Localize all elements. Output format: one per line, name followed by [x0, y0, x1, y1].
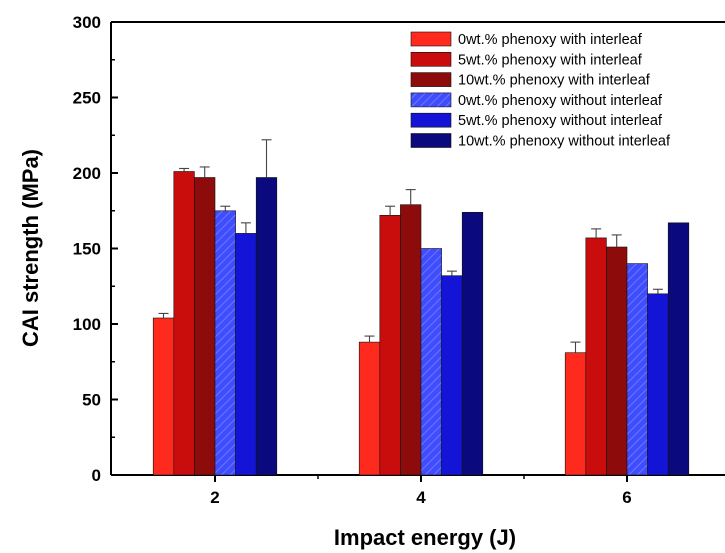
bar: [441, 275, 463, 476]
bar: [667, 222, 690, 476]
bar: [626, 263, 648, 476]
y-tick-label: 0: [92, 466, 101, 485]
bar: [585, 237, 607, 476]
y-tick-label: 150: [73, 240, 101, 259]
x-tick-label: 4: [416, 488, 426, 507]
legend-swatch: [410, 72, 452, 87]
y-tick-label: 300: [73, 13, 101, 32]
legend-label: 0wt.% phenoxy with interleaf: [458, 32, 643, 48]
bar: [358, 341, 381, 476]
bar: [235, 233, 257, 476]
y-tick-label: 100: [73, 315, 101, 334]
bar: [564, 352, 587, 476]
y-tick-label: 50: [82, 391, 101, 410]
x-tick-label: 2: [210, 488, 219, 507]
legend-swatch: [410, 51, 452, 67]
legend-label: 5wt.% phenoxy without interleaf: [458, 113, 663, 129]
bar: [606, 246, 628, 476]
bar: [152, 317, 175, 476]
bar: [647, 293, 669, 476]
bar: [255, 177, 278, 476]
bar: [194, 177, 216, 476]
bar: [420, 248, 442, 476]
y-tick-label: 200: [73, 164, 101, 183]
bar: [461, 212, 484, 476]
plot-area: 0 50 100 150 200 250 300 2 4 6 0wt.% phenoxy with …: [73, 13, 725, 507]
bar: [214, 210, 236, 476]
legend-label: 5wt.% phenoxy with interleaf: [458, 52, 643, 68]
y-tick-label: 250: [73, 89, 101, 108]
legend-label: 10wt.% phenoxy with interleaf: [458, 73, 651, 89]
legend-swatch: [410, 92, 452, 108]
x-tick-label: 6: [622, 488, 631, 507]
bar: [379, 215, 401, 476]
legend-swatch: [410, 112, 452, 128]
y-axis-title: CAI strength (MPa): [18, 149, 43, 347]
bar: [400, 204, 422, 476]
legend-label: 0wt.% phenoxy without interleaf: [458, 93, 663, 109]
legend-label: 10wt.% phenoxy without interleaf: [458, 134, 671, 150]
legend-swatch: [410, 133, 452, 148]
bar: [173, 171, 195, 476]
x-axis-title: Impact energy (J): [334, 525, 516, 550]
legend-swatch: [410, 31, 452, 47]
